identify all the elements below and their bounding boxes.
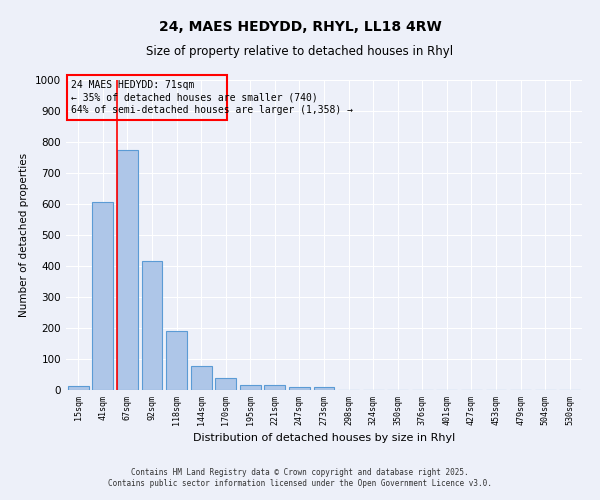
Text: Contains HM Land Registry data © Crown copyright and database right 2025.
Contai: Contains HM Land Registry data © Crown c… — [108, 468, 492, 487]
Bar — [67, 76, 227, 120]
Bar — [314, 387, 334, 390]
Text: 64% of semi-detached houses are larger (1,358) →: 64% of semi-detached houses are larger (… — [71, 105, 353, 115]
Text: 24, MAES HEDYDD, RHYL, LL18 4RW: 24, MAES HEDYDD, RHYL, LL18 4RW — [158, 20, 442, 34]
Bar — [142, 262, 163, 390]
Bar — [92, 202, 113, 390]
Bar — [117, 150, 138, 390]
Y-axis label: Number of detached properties: Number of detached properties — [19, 153, 29, 317]
Bar — [215, 378, 236, 390]
Bar — [289, 387, 310, 390]
Text: 24 MAES HEDYDD: 71sqm: 24 MAES HEDYDD: 71sqm — [71, 80, 194, 90]
Bar — [68, 386, 89, 390]
Bar — [265, 385, 286, 390]
X-axis label: Distribution of detached houses by size in Rhyl: Distribution of detached houses by size … — [193, 433, 455, 443]
Text: Size of property relative to detached houses in Rhyl: Size of property relative to detached ho… — [146, 45, 454, 58]
Bar — [240, 384, 261, 390]
Bar — [166, 331, 187, 390]
Bar — [191, 366, 212, 390]
Text: ← 35% of detached houses are smaller (740): ← 35% of detached houses are smaller (74… — [71, 92, 317, 102]
